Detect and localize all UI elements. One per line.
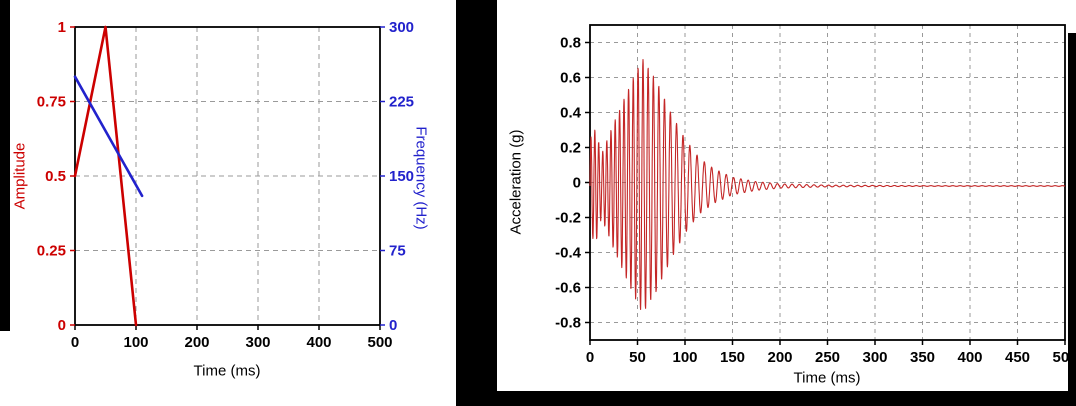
frame-bar-left <box>0 0 10 331</box>
x-tick-label: 0 <box>586 349 594 366</box>
x-tick-label: 100 <box>123 334 148 351</box>
y-right-tick-label: 75 <box>389 243 406 260</box>
left-chart-amplitude-axis-title: Amplitude <box>11 142 29 210</box>
series-line-acceleration-signal <box>589 58 1066 311</box>
y-tick-label: -0.6 <box>555 280 581 297</box>
x-tick-label: 200 <box>184 334 209 351</box>
right-chart-x-axis-title: Time (ms) <box>793 369 861 387</box>
x-tick-label: 500 <box>367 334 392 351</box>
y-left-tick-label: 0.5 <box>45 168 66 185</box>
y-tick-label: 0.6 <box>560 70 581 87</box>
x-tick-label: 100 <box>672 349 697 366</box>
left-chart-x-axis-title: Time (ms) <box>193 362 261 380</box>
x-tick-label: 350 <box>910 349 935 366</box>
x-tick-label: 250 <box>815 349 840 366</box>
y-tick-label: -0.8 <box>555 315 581 332</box>
x-tick-label: 300 <box>862 349 887 366</box>
x-tick-label: 450 <box>1005 349 1030 366</box>
y-right-tick-label: 300 <box>389 19 414 36</box>
y-tick-label: 0.2 <box>560 140 581 157</box>
frame-bar-middle <box>456 0 497 406</box>
y-right-tick-label: 0 <box>389 317 397 334</box>
y-right-tick-label: 225 <box>389 94 414 111</box>
x-tick-label: 200 <box>767 349 792 366</box>
y-tick-label: 0 <box>573 175 581 192</box>
x-tick-label: 50 <box>629 349 646 366</box>
y-tick-label: 0.4 <box>560 105 582 122</box>
y-tick-label: -0.4 <box>555 245 582 262</box>
x-tick-label: 300 <box>245 334 270 351</box>
frame-bar-right <box>1068 33 1076 406</box>
y-right-tick-label: 150 <box>389 168 414 185</box>
y-left-tick-label: 0 <box>58 317 66 334</box>
y-tick-label: -0.2 <box>555 210 581 227</box>
left-chart-frequency-axis-title: Frequency (Hz) <box>412 126 430 230</box>
series-line-frequency-sweep <box>73 75 144 198</box>
y-tick-label: 0.8 <box>560 35 581 52</box>
x-tick-label: 400 <box>957 349 982 366</box>
frame-bar-bottom-right <box>497 391 1076 406</box>
y-left-tick-label: 0.25 <box>37 243 66 260</box>
series-line-amplitude-envelope <box>73 25 138 327</box>
x-tick-label: 400 <box>306 334 331 351</box>
y-left-tick-label: 0.75 <box>37 94 66 111</box>
x-tick-label: 150 <box>720 349 745 366</box>
y-left-tick-label: 1 <box>58 19 66 36</box>
right-chart-y-axis-title: Acceleration (g) <box>507 129 525 235</box>
x-tick-label: 0 <box>71 334 79 351</box>
